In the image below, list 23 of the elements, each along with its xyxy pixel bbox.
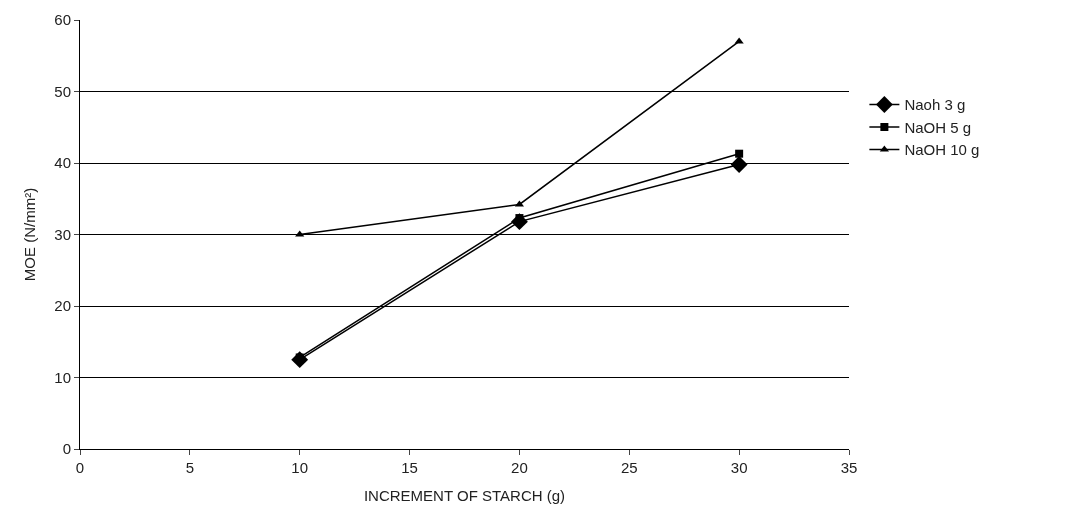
y-tick-label: 20 — [54, 297, 71, 315]
x-tick-label: 25 — [620, 459, 638, 476]
point — [295, 230, 305, 237]
x-tick-label: 30 — [730, 459, 748, 476]
x-tick-label: 35 — [840, 459, 858, 476]
point — [735, 149, 744, 158]
y-axis-title: MOE (N/mm²) — [20, 187, 38, 282]
x-tick-label: 10 — [291, 459, 309, 476]
x-tick-label: 15 — [401, 459, 418, 476]
y-tick-label: 40 — [54, 154, 71, 172]
x-tick-label: 0 — [75, 459, 85, 476]
y-tick-label: 50 — [54, 82, 71, 100]
point — [730, 155, 748, 173]
legend-label: Naoh 3 g — [904, 96, 966, 114]
y-tick-label: 30 — [54, 225, 71, 243]
x-tick-label: 20 — [511, 459, 528, 476]
x-tick-label: 5 — [185, 459, 195, 476]
legend-label: NaOH 5 g — [904, 118, 972, 136]
legend-label: NaOH 10 g — [904, 141, 980, 159]
y-tick-label: 60 — [54, 11, 71, 29]
y-tick-label: 0 — [62, 440, 71, 458]
y-tick-label: 10 — [54, 368, 71, 386]
x-axis-title: INCREMENT OF STARCH (g) — [363, 487, 566, 504]
